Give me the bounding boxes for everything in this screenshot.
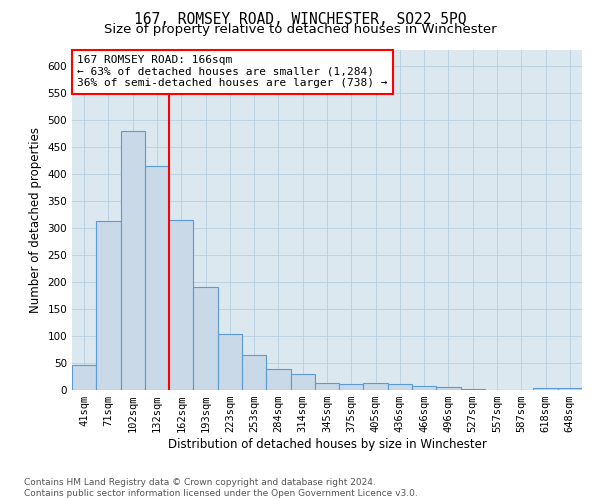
Bar — [290, 374, 315, 390]
Bar — [242, 355, 266, 390]
Bar — [364, 383, 388, 390]
Bar — [193, 288, 218, 390]
Text: 167, ROMSEY ROAD, WINCHESTER, SO22 5PQ: 167, ROMSEY ROAD, WINCHESTER, SO22 5PQ — [134, 12, 466, 28]
Bar — [533, 388, 558, 390]
X-axis label: Distribution of detached houses by size in Winchester: Distribution of detached houses by size … — [167, 438, 487, 451]
Bar — [388, 384, 412, 390]
Text: Contains HM Land Registry data © Crown copyright and database right 2024.
Contai: Contains HM Land Registry data © Crown c… — [24, 478, 418, 498]
Bar — [266, 370, 290, 390]
Y-axis label: Number of detached properties: Number of detached properties — [29, 127, 42, 313]
Bar — [436, 388, 461, 390]
Bar — [218, 334, 242, 390]
Text: Size of property relative to detached houses in Winchester: Size of property relative to detached ho… — [104, 22, 496, 36]
Bar — [339, 384, 364, 390]
Bar — [145, 166, 169, 390]
Bar — [315, 383, 339, 390]
Bar — [121, 131, 145, 390]
Text: 167 ROMSEY ROAD: 166sqm
← 63% of detached houses are smaller (1,284)
36% of semi: 167 ROMSEY ROAD: 166sqm ← 63% of detache… — [77, 55, 388, 88]
Bar — [412, 386, 436, 390]
Bar — [96, 221, 121, 390]
Bar — [169, 220, 193, 390]
Bar — [558, 388, 582, 390]
Bar — [72, 365, 96, 390]
